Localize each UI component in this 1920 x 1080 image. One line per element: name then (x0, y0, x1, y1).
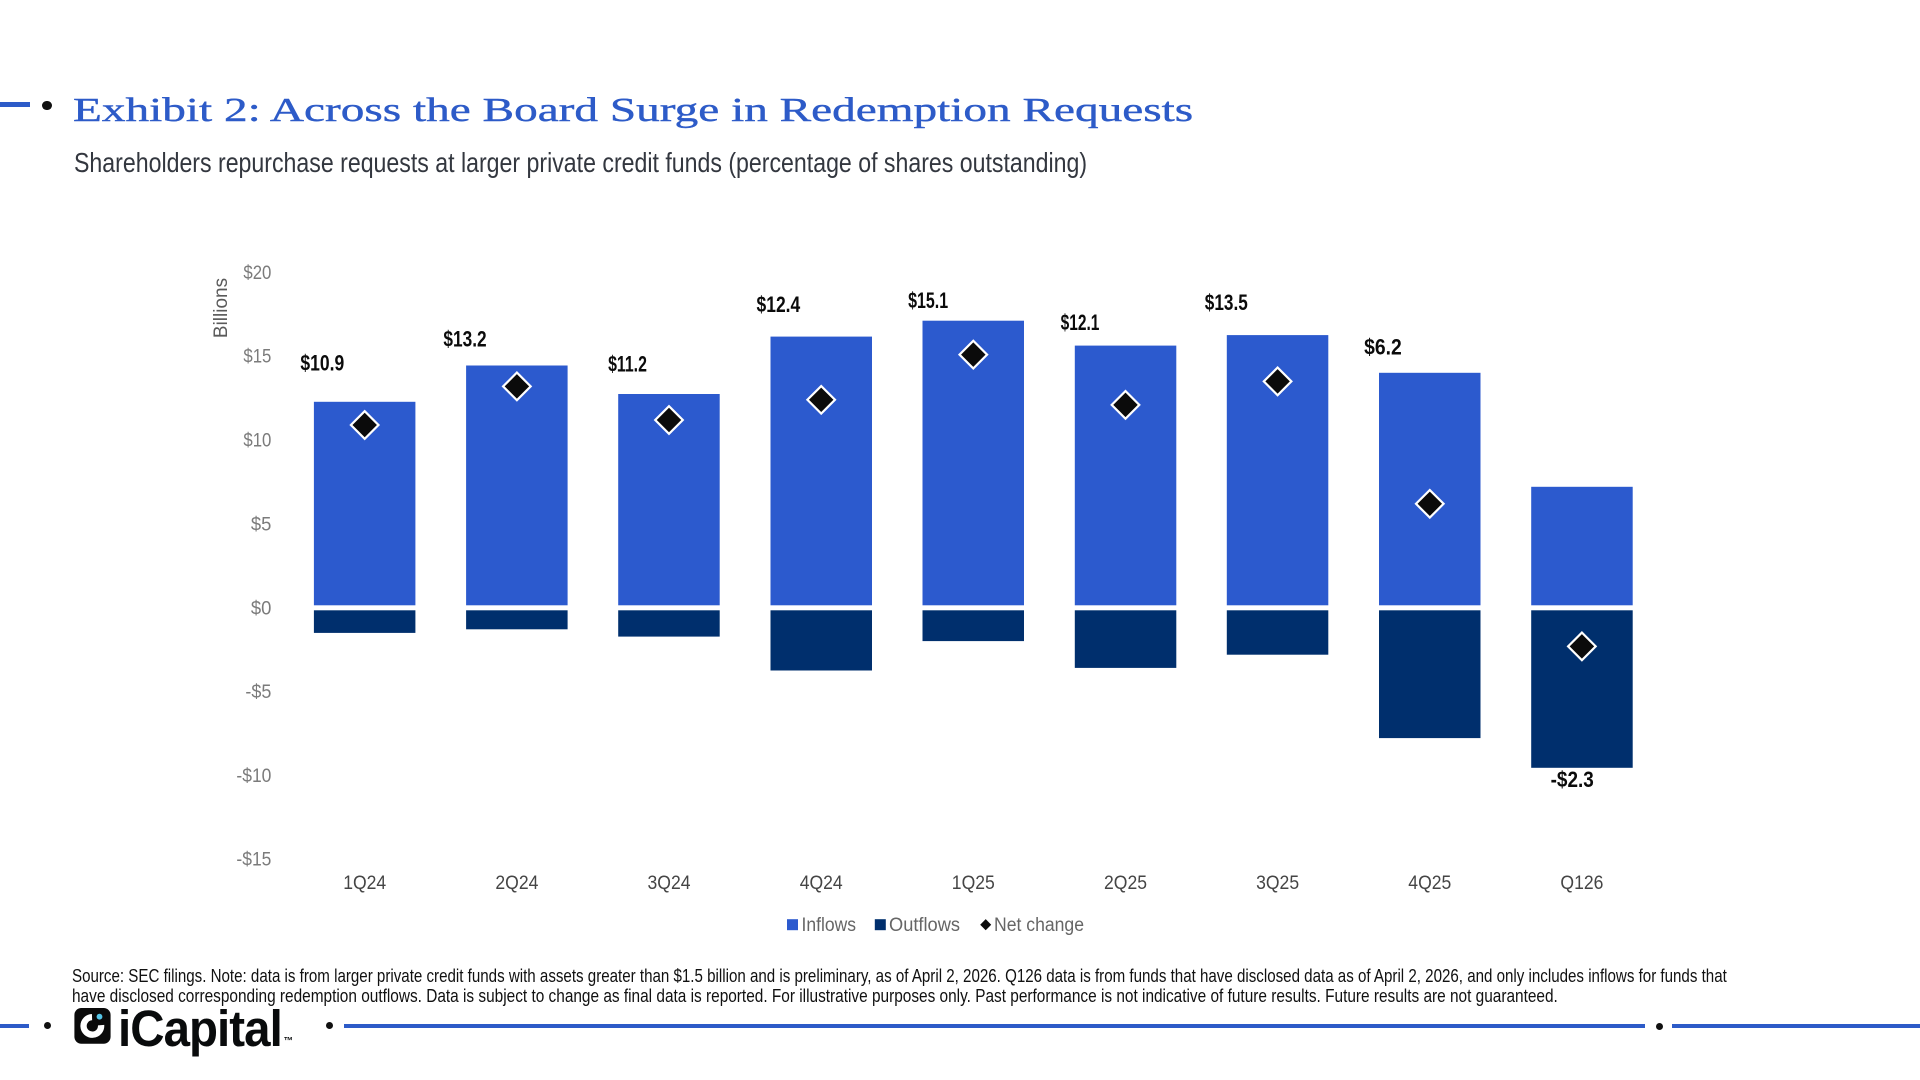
svg-text:$13.2: $13.2 (443, 326, 486, 351)
svg-text:3Q25: 3Q25 (1256, 872, 1299, 894)
svg-text:$5: $5 (251, 515, 272, 536)
svg-text:Inflows: Inflows (802, 915, 857, 936)
svg-text:$12.1: $12.1 (1061, 310, 1100, 335)
svg-text:$6.2: $6.2 (1364, 335, 1402, 360)
svg-text:$11.2: $11.2 (608, 352, 647, 377)
svg-text:$15.1: $15.1 (908, 288, 948, 313)
svg-text:Billions: Billions (211, 278, 232, 338)
svg-text:Q126: Q126 (1560, 872, 1603, 894)
svg-text:$20: $20 (243, 263, 271, 284)
svg-text:2Q25: 2Q25 (1104, 872, 1147, 894)
svg-text:$0: $0 (251, 598, 272, 619)
svg-text:$12.4: $12.4 (757, 292, 801, 317)
svg-text:3Q24: 3Q24 (648, 872, 691, 894)
svg-text:4Q25: 4Q25 (1408, 872, 1451, 894)
svg-text:Outflows: Outflows (889, 915, 960, 936)
svg-text:-$2.3: -$2.3 (1551, 767, 1594, 792)
svg-text:-$5: -$5 (245, 682, 271, 703)
svg-text:1Q25: 1Q25 (952, 872, 995, 894)
svg-text:4Q24: 4Q24 (800, 872, 843, 894)
svg-text:-$10: -$10 (236, 766, 271, 787)
svg-text:$13.5: $13.5 (1205, 290, 1248, 315)
svg-text:Net change: Net change (994, 915, 1084, 936)
svg-text:2Q24: 2Q24 (495, 872, 538, 894)
svg-text:$10.9: $10.9 (300, 351, 344, 376)
svg-text:-$15: -$15 (236, 850, 271, 871)
svg-text:$15: $15 (243, 347, 271, 368)
svg-text:$10: $10 (243, 431, 271, 452)
svg-text:1Q24: 1Q24 (343, 872, 386, 894)
